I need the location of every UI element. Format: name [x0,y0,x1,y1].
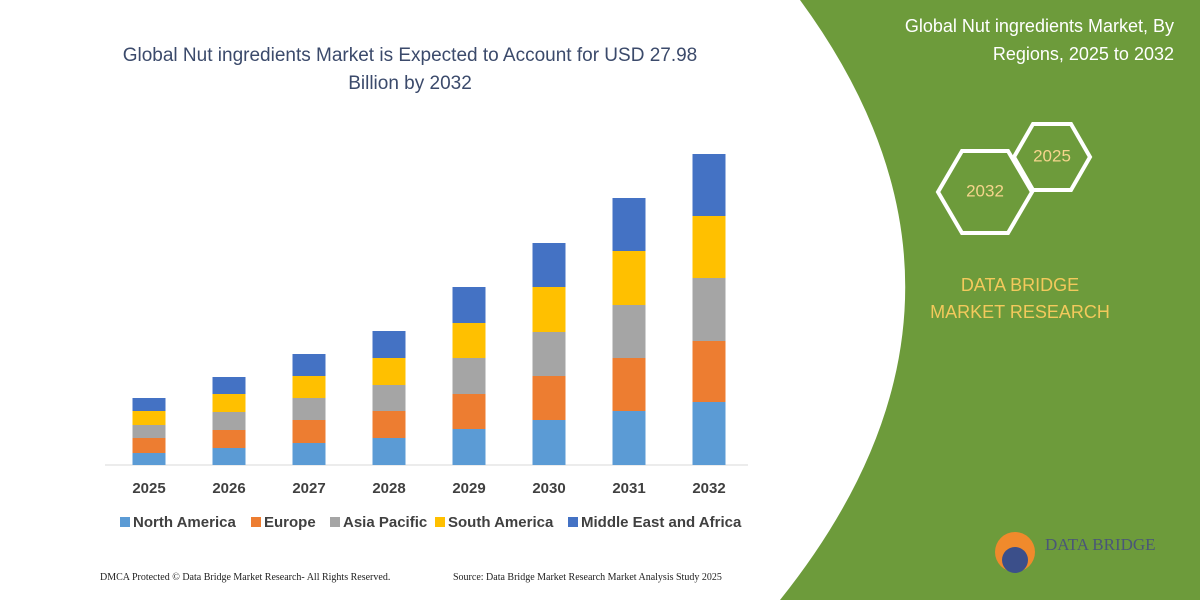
x-tick-label: 2031 [612,480,645,497]
bar-segment [452,429,486,465]
bar-segment [212,430,246,448]
source: Source: Data Bridge Market Research Mark… [453,572,722,583]
x-tick-label: 2029 [452,480,485,497]
bar-segment [692,154,726,216]
bar-segment [452,323,486,358]
bar-segment [132,411,166,425]
bar-segment [452,394,486,429]
bar-segment [292,354,326,376]
bar-segment [292,443,326,465]
legend-swatch [251,517,261,527]
bar-segment [212,412,246,430]
bar-segment [132,398,166,411]
bar-segment [612,358,646,411]
plot: 2025 2026 2027 2028 2029 2030 2031 2032 North Am… [120,154,742,531]
logo-text: DATA BRIDGE [1045,535,1156,554]
bar-segment [132,438,166,453]
legend-swatch [330,517,340,527]
copyright: DMCA Protected © Data Bridge Market Rese… [100,572,391,583]
legend-label: North America [133,514,236,531]
legend-label: Middle East and Africa [581,514,742,531]
bar-segment [372,411,406,438]
brand-name: DATA BRIDGE MARKET RESEARCH [930,275,1110,322]
legend-swatch [568,517,578,527]
bar-segment [372,438,406,465]
bar-segment [292,398,326,420]
x-tick-label: 2030 [532,480,565,497]
bar-segment [452,358,486,394]
hexagon-label: 2025 [1033,146,1071,165]
bar-segment [532,332,566,376]
bar-segment [532,420,566,465]
hexagons [935,122,1093,235]
bar-segment [132,425,166,438]
bar-segment [692,341,726,402]
panel-title: Global Nut ingredients Market, By Region… [904,16,1174,64]
bar-segment [372,358,406,385]
chart-title: Global Nut ingredients Market is Expecte… [122,45,698,94]
logo [995,532,1035,573]
legend-swatch [120,517,130,527]
bar-segment [532,243,566,287]
bar-segment [692,278,726,341]
bar-segment [212,448,246,465]
x-tick-label: 2025 [132,480,165,497]
bar-segment [452,287,486,323]
bar-segment [532,376,566,420]
bar-segment [612,411,646,465]
hexagon [935,149,1035,235]
x-tick-label: 2032 [692,480,725,497]
x-tick-label: 2027 [292,480,325,497]
bar-segment [532,287,566,332]
bar-segment [212,377,246,394]
legend-label: South America [448,514,554,531]
legend-swatch [435,517,445,527]
hexagon-label: 2032 [966,181,1004,200]
x-tick-label: 2026 [212,480,245,497]
bar-segment [292,376,326,398]
bar-segment [612,305,646,358]
bar-segment [612,198,646,251]
side-panel-bg [780,0,1200,600]
hexagon [1011,122,1093,192]
x-tick-label: 2028 [372,480,405,497]
bar-segment [692,216,726,278]
bar-segment [692,402,726,465]
logo-icon [1002,547,1028,573]
bar-segment [612,251,646,305]
bar-segment [132,453,166,465]
legend-label: Europe [264,514,316,531]
bar-segment [372,331,406,358]
bar-segment [212,394,246,412]
bar-segment [292,420,326,443]
bar-segment [372,385,406,411]
legend-label: Asia Pacific [343,514,427,531]
